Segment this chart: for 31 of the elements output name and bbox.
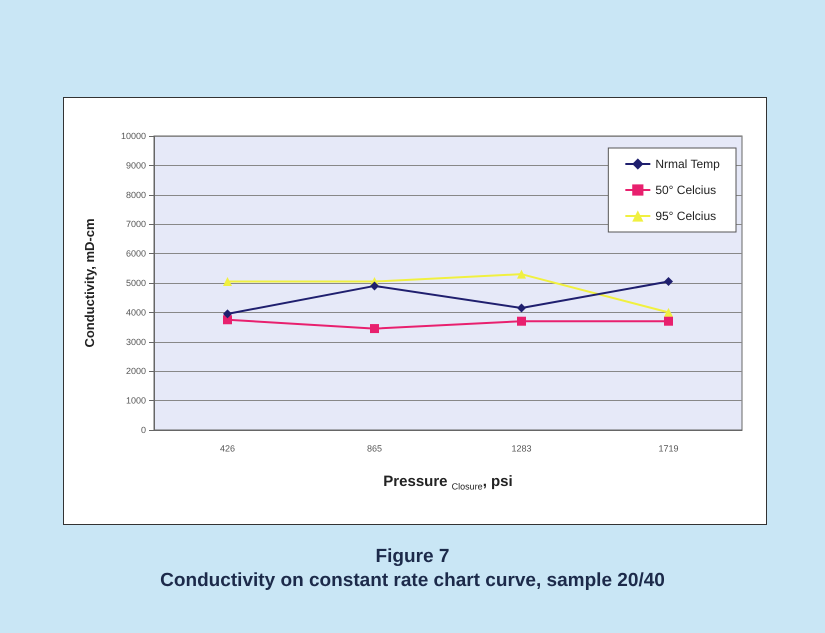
point xyxy=(664,277,673,286)
y-tick-label: 4000 xyxy=(126,307,146,318)
y-tick-label: 1000 xyxy=(126,396,146,406)
y-tick-label: 0 xyxy=(140,425,146,435)
x-tick-label: 1283 xyxy=(511,444,532,454)
legend-label: 95° Celcius xyxy=(655,209,716,223)
point xyxy=(664,316,673,326)
y-tick-label: 5000 xyxy=(126,278,146,288)
legend-label: 50° Celcius xyxy=(655,183,716,197)
point xyxy=(223,277,232,286)
point xyxy=(370,281,379,290)
y-tick-label: 6000 xyxy=(126,248,146,259)
point xyxy=(517,303,526,312)
y-axis-title: Conductivity, mD-cm xyxy=(82,218,97,348)
point xyxy=(370,324,379,334)
y-tick-label: 3000 xyxy=(126,336,146,347)
x-tick-label: 1719 xyxy=(658,444,679,454)
y-tick-label: 8000 xyxy=(126,190,146,200)
y-tick-label: 2000 xyxy=(126,366,146,376)
y-tick-label: 7000 xyxy=(126,219,146,230)
y-tick-label: 10000 xyxy=(120,131,146,141)
x-tick-label: 865 xyxy=(366,444,382,454)
x-tick-label: 426 xyxy=(220,444,236,454)
point xyxy=(517,270,526,279)
point xyxy=(223,315,232,324)
point xyxy=(517,316,526,326)
text: Figure 7 xyxy=(374,545,450,569)
point xyxy=(223,309,232,318)
legend-label: Nrmal Temp xyxy=(655,157,720,171)
text: Conductivity on constant rate chart curve, sample 20/40 xyxy=(159,569,666,593)
y-tick-label: 9000 xyxy=(126,160,146,170)
